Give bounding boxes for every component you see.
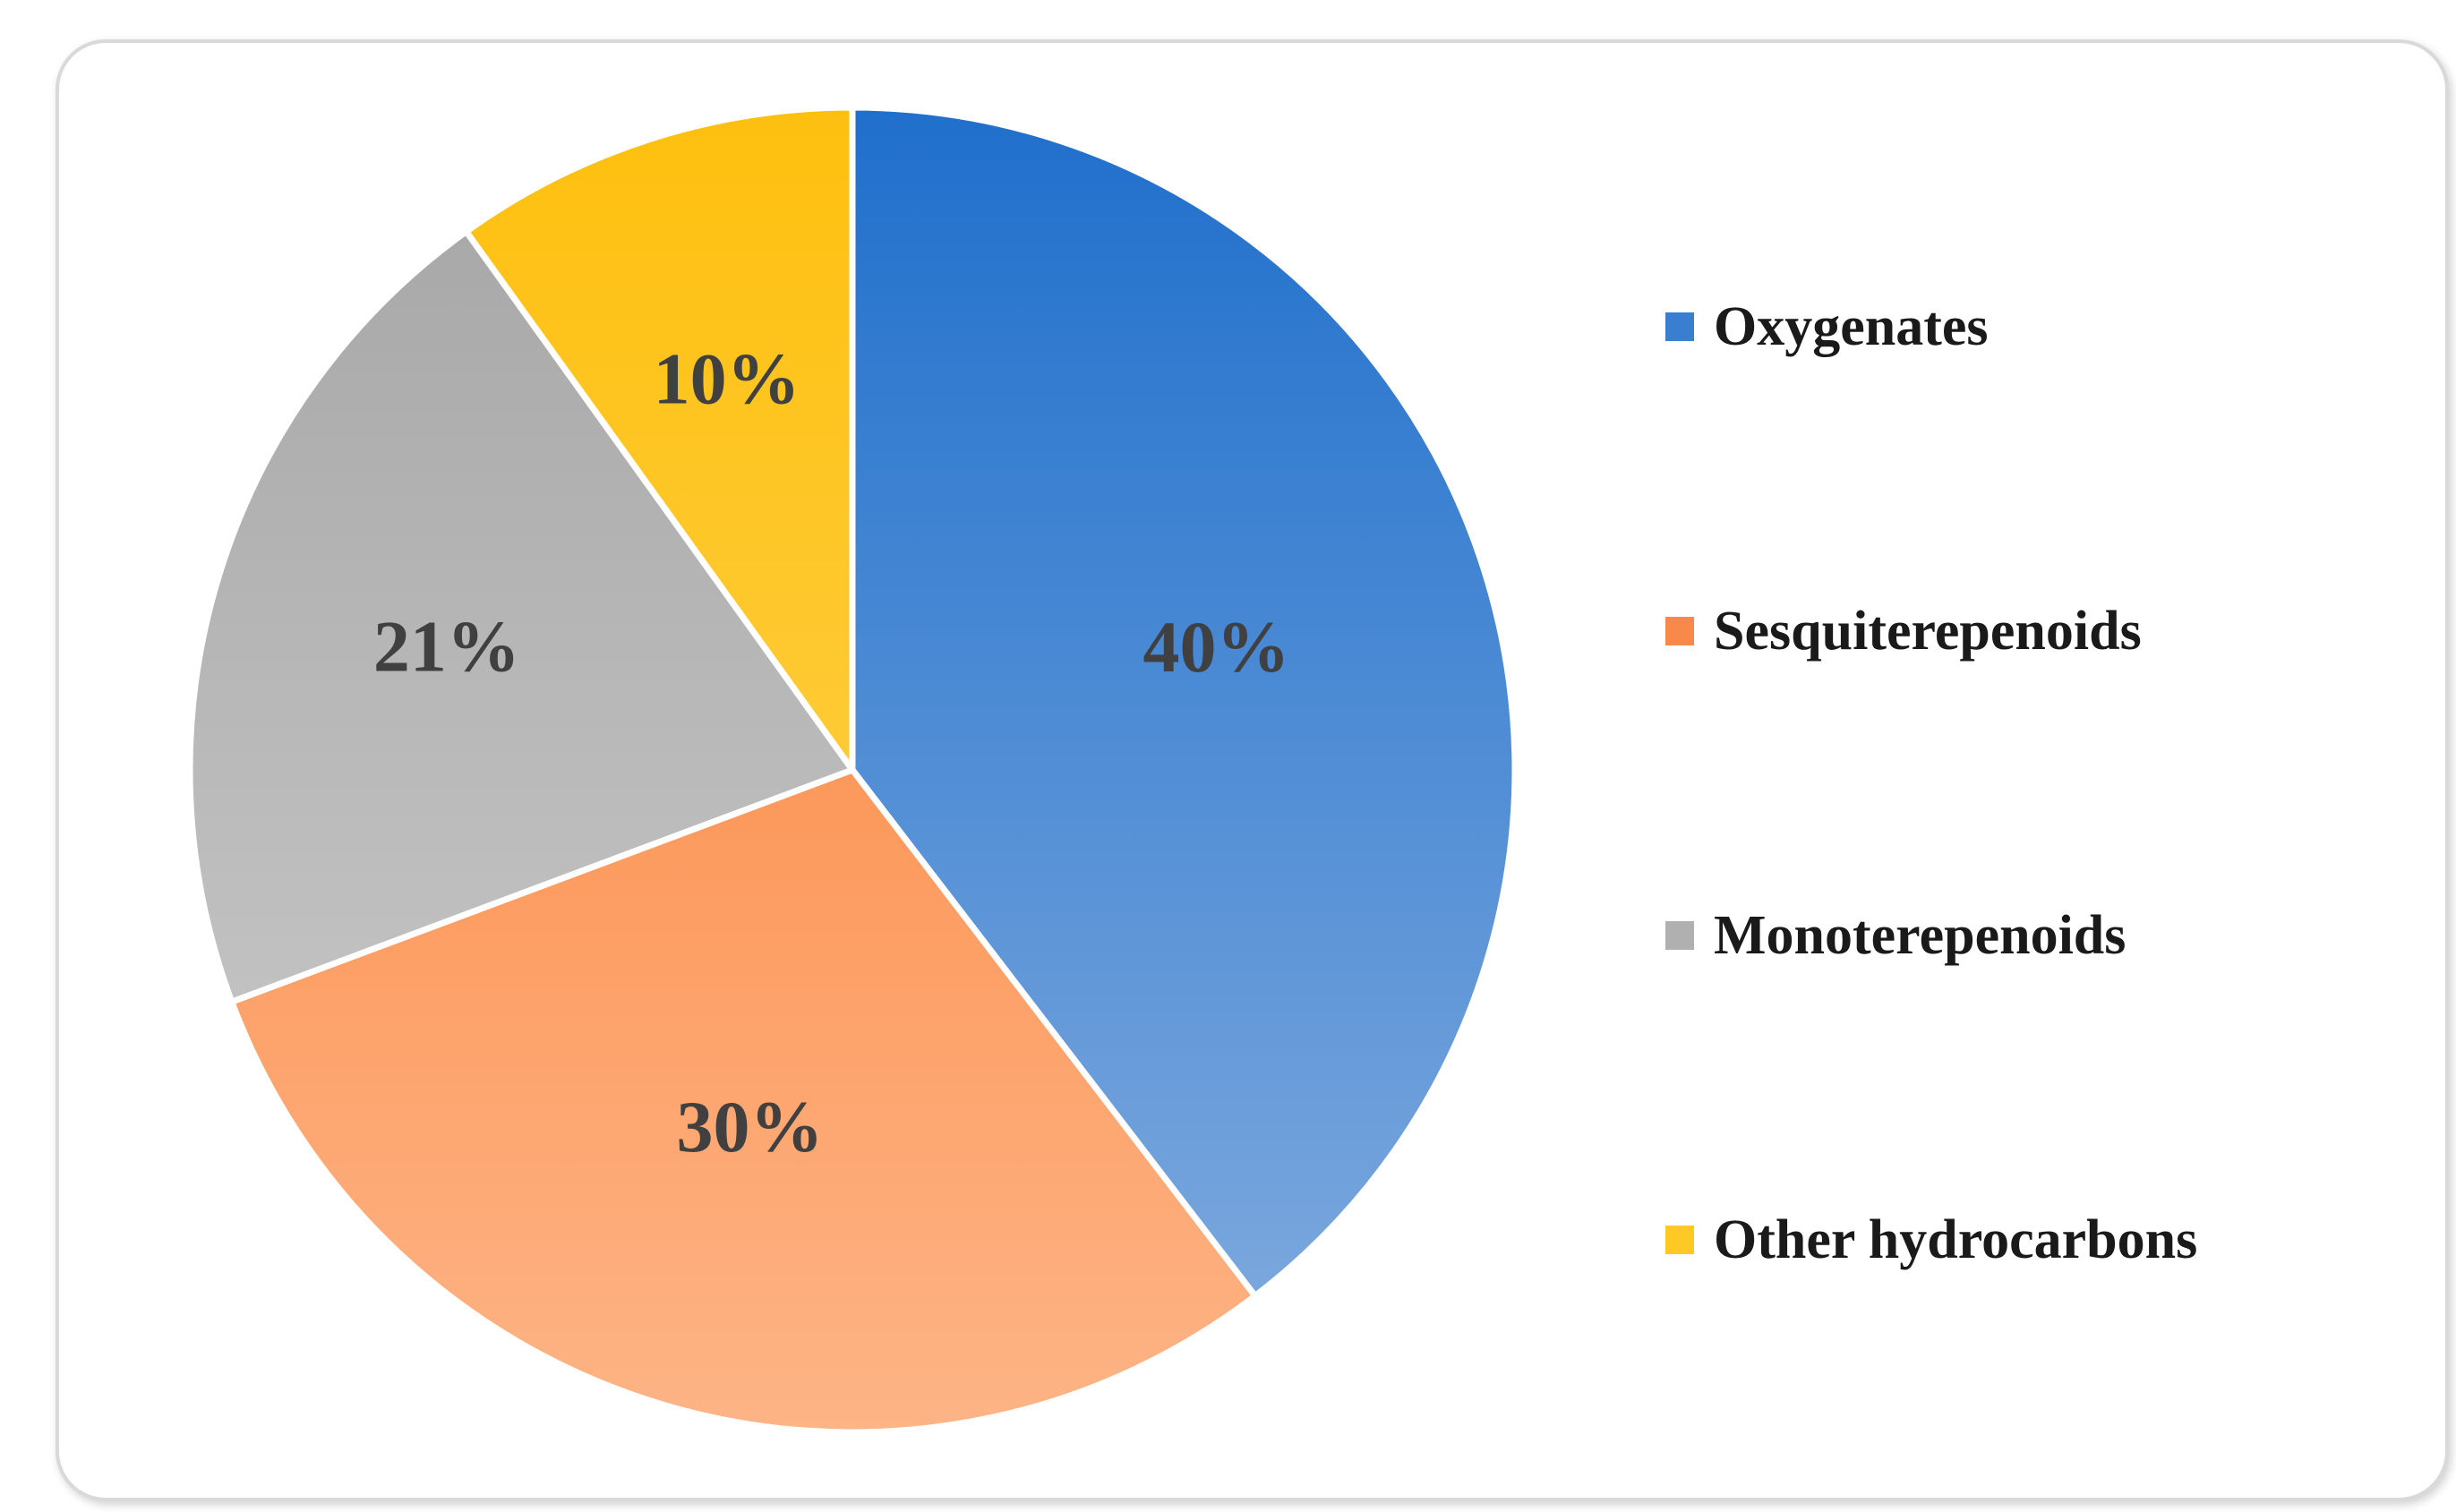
legend-swatch-monoterepenoids — [1665, 921, 1694, 950]
data-label-sesquiterepenoids: 30% — [677, 1086, 824, 1167]
data-label-oxygenates: 40% — [1143, 606, 1290, 688]
pie-slice-sesquiterepenoids — [228, 766, 1259, 1436]
pie-slice-monoterepenoids — [186, 228, 856, 1005]
legend-item-sesquiterepenoids: Sesquiterepenoids — [1665, 600, 2142, 662]
legend-item-monoterepenoids: Monoterepenoids — [1665, 904, 2126, 967]
legend-label-oxygenates: Oxygenates — [1714, 296, 1989, 357]
data-label-monoterepenoids: 21% — [373, 606, 520, 688]
pie-slices — [186, 104, 1519, 1436]
legend-swatch-oxygenates — [1665, 312, 1694, 341]
pie-slice-oxygenates — [849, 104, 1519, 1300]
legend-label-monoterepenoids: Monoterepenoids — [1714, 905, 2127, 966]
pie-data-labels: 40% 30% 21% 10% — [373, 338, 1290, 1167]
legend: Oxygenates Sesquiterepenoids Monoterepen… — [1665, 0, 2435, 1512]
legend-label-other-hydrocarbons: Other hydrocarbons — [1714, 1209, 2198, 1270]
pie-slice-other-hydrocarbons — [463, 104, 856, 773]
legend-item-oxygenates: Oxygenates — [1665, 295, 1989, 358]
legend-label-sesquiterepenoids: Sesquiterepenoids — [1714, 601, 2142, 662]
data-label-other-hydrocarbons: 10% — [654, 338, 800, 420]
legend-swatch-sesquiterepenoids — [1665, 617, 1694, 645]
legend-item-other-hydrocarbons: Other hydrocarbons — [1665, 1209, 2197, 1271]
legend-swatch-other-hydrocarbons — [1665, 1226, 1694, 1254]
